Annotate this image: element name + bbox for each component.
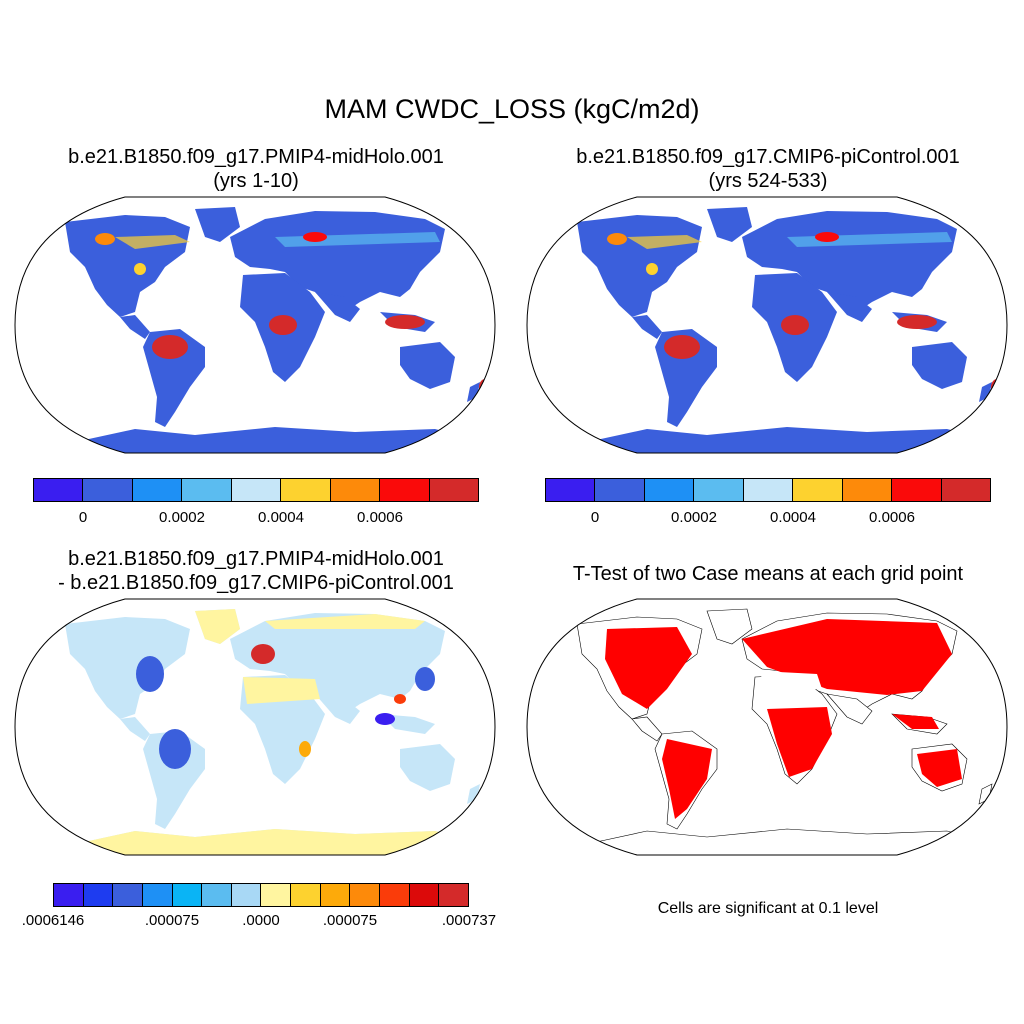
globe-outline: [526, 196, 1008, 454]
colorbar-panel-a: [33, 478, 479, 502]
colorbar-a-tick: 0.0002: [159, 509, 205, 526]
panel-b-title-line2: (yrs 524-533): [708, 170, 828, 192]
ttest-note: Cells are significant at 0.1 level: [657, 900, 879, 917]
colorbar-c-swatch-7: [261, 884, 292, 906]
colorbar-panel-b: [545, 478, 991, 502]
panel-d-title-line1: T-Test of two Case means at each grid po…: [572, 563, 964, 585]
colorbar-c-swatch-1: [83, 884, 114, 906]
colorbar-b-swatch-4: [743, 479, 794, 501]
panel-b-title-line1: b.e21.B1850.f09_g17.CMIP6-piControl.001: [576, 146, 960, 168]
colorbar-c-swatch-10: [350, 884, 381, 906]
colorbar-c-tick: .000737: [441, 912, 497, 929]
colorbar-b-swatch-7: [892, 479, 942, 501]
colorbar-b-swatch-1: [595, 479, 645, 501]
figure-title: MAM CWDC_LOSS (kgC/m2d): [324, 94, 700, 124]
colorbar-c-swatch-0: [54, 884, 84, 906]
colorbar-b-tick: 0.0004: [770, 509, 816, 526]
colorbar-b-swatch-5: [793, 479, 843, 501]
colorbar-b-swatch-2: [644, 479, 695, 501]
colorbar-a-swatch-6: [330, 479, 381, 501]
colorbar-c-tick: .000075: [144, 912, 200, 929]
panel-a-title-line1: b.e21.B1850.f09_g17.PMIP4-midHolo.001: [68, 146, 444, 168]
colorbar-c-swatch-12: [409, 884, 440, 906]
colorbar-a-swatch-0: [34, 479, 84, 501]
colorbar-a-swatch-4: [231, 479, 282, 501]
panel-d-title: T-Test of two Case means at each grid po…: [518, 562, 1018, 586]
colorbar-b-swatch-6: [842, 479, 893, 501]
panel-a-map: [14, 196, 496, 454]
colorbar-c-swatch-6: [231, 884, 262, 906]
colorbar-c-swatch-8: [291, 884, 321, 906]
colorbar-c-tick: .0006146: [21, 912, 85, 929]
colorbar-a-tick: 0: [78, 509, 88, 526]
panel-b-map: [526, 196, 1008, 454]
colorbar-c-swatch-4: [172, 884, 203, 906]
colorbar-c-swatch-9: [320, 884, 351, 906]
colorbar-c-swatch-13: [439, 884, 468, 906]
colorbar-a-swatch-1: [83, 479, 133, 501]
colorbar-c-swatch-11: [380, 884, 410, 906]
colorbar-a-swatch-7: [380, 479, 430, 501]
panel-a-title-line2: (yrs 1-10): [213, 170, 299, 192]
globe-outline: [526, 598, 1008, 856]
colorbar-b-swatch-3: [694, 479, 744, 501]
colorbar-b-tick: 0.0006: [869, 509, 915, 526]
colorbar-c-tick: .0000: [242, 912, 280, 929]
colorbar-b-tick: 0.0002: [671, 509, 717, 526]
globe-outline: [14, 196, 496, 454]
panel-c-map: [14, 598, 496, 856]
panel-b-title: b.e21.B1850.f09_g17.CMIP6-piControl.001 …: [518, 145, 1018, 193]
colorbar-a-tick: 0.0004: [258, 509, 304, 526]
colorbar-a-swatch-8: [429, 479, 478, 501]
panel-c-title: b.e21.B1850.f09_g17.PMIP4-midHolo.001 - …: [6, 547, 506, 595]
colorbar-c-swatch-5: [202, 884, 232, 906]
panel-c-title-line2: - b.e21.B1850.f09_g17.CMIP6-piControl.00…: [58, 572, 454, 594]
colorbar-a-swatch-2: [132, 479, 183, 501]
colorbar-b-tick: 0: [590, 509, 600, 526]
colorbar-a-tick: 0.0006: [357, 509, 403, 526]
colorbar-c-tick: .000075: [322, 912, 378, 929]
colorbar-a-swatch-3: [182, 479, 232, 501]
colorbar-a-swatch-5: [281, 479, 331, 501]
colorbar-b-swatch-8: [941, 479, 990, 501]
colorbar-c-swatch-3: [142, 884, 173, 906]
panel-c-title-line1: b.e21.B1850.f09_g17.PMIP4-midHolo.001: [68, 548, 444, 570]
colorbar-panel-c: [53, 883, 469, 907]
panel-d-map: [526, 598, 1008, 856]
colorbar-b-swatch-0: [546, 479, 596, 501]
land-fill: [65, 609, 485, 855]
panel-a-title: b.e21.B1850.f09_g17.PMIP4-midHolo.001 (y…: [6, 145, 506, 193]
globe-outline: [14, 598, 496, 856]
colorbar-c-swatch-2: [113, 884, 143, 906]
